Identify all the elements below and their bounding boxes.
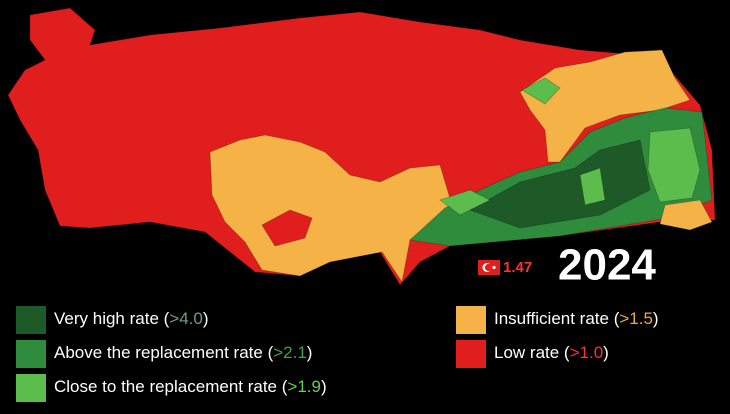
legend-threshold: >1.9	[287, 377, 321, 396]
region-close	[521, 77, 561, 105]
flag-crescent-cut	[484, 263, 493, 272]
legend-label: Above the replacement rate (>2.1)	[54, 343, 312, 362]
legend-label: Close to the replacement rate (>1.9)	[54, 377, 327, 396]
legend-label: Low rate (>1.0)	[494, 343, 609, 362]
year: 2024	[558, 241, 656, 290]
legend-threshold: >1.5	[619, 309, 653, 328]
legend-text: Very high rate (	[54, 309, 170, 328]
legend-text: )	[203, 309, 209, 328]
legend-text: Low rate (	[494, 343, 570, 362]
legend-text: )	[307, 343, 313, 362]
region-close	[647, 127, 701, 203]
legend-swatch	[16, 306, 46, 334]
legend-text: Above the replacement rate (	[54, 343, 274, 362]
legend-swatch	[456, 306, 486, 334]
legend-text: Insufficient rate (	[494, 309, 620, 328]
turkey-map	[7, 7, 716, 286]
legend-label: Very high rate (>4.0)	[54, 309, 209, 328]
region-very-high	[469, 139, 651, 229]
legend-threshold: >4.0	[169, 309, 203, 328]
legend-swatch	[16, 340, 46, 368]
region-close	[579, 167, 606, 206]
flag-icon	[478, 260, 500, 275]
legend-swatch	[16, 374, 46, 402]
national-rate: 1.47	[503, 259, 532, 276]
region-close	[439, 189, 491, 216]
legend-text: )	[653, 309, 659, 328]
legend-threshold: >1.0	[570, 343, 604, 362]
region-low-inner	[261, 209, 313, 247]
legend-swatch	[456, 340, 486, 368]
region-insufficient	[659, 199, 713, 231]
flag-star	[492, 265, 496, 270]
legend-text: )	[321, 377, 327, 396]
legend-text: )	[603, 343, 609, 362]
legend-label: Insufficient rate (>1.5)	[494, 309, 659, 328]
legend: Very high rate (>4.0)Above the replaceme…	[16, 306, 659, 402]
legend-text: Close to the replacement rate (	[54, 377, 288, 396]
legend-threshold: >2.1	[273, 343, 307, 362]
